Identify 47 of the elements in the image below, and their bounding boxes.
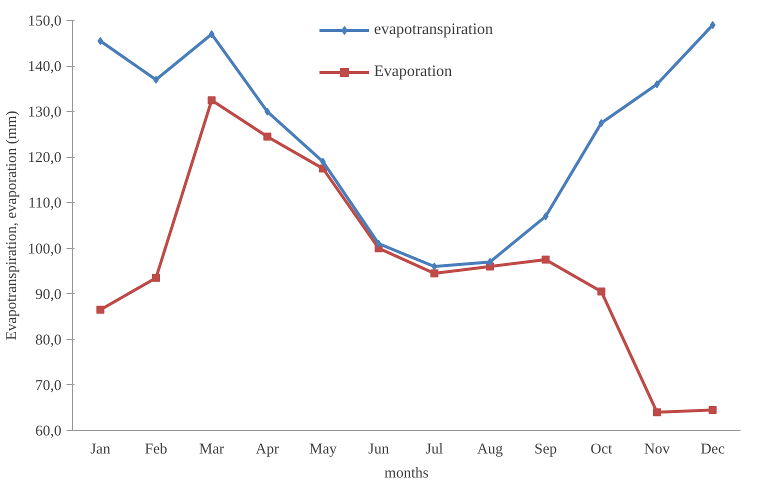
x-tick-label: Oct bbox=[590, 442, 613, 458]
point bbox=[153, 76, 159, 84]
x-tick-label: Jul bbox=[426, 442, 444, 458]
point bbox=[98, 37, 104, 45]
x-tick-label: Nov bbox=[644, 442, 670, 458]
point bbox=[430, 269, 438, 278]
y-tick-label: 100,0 bbox=[28, 241, 62, 258]
y-tick-label: 130,0 bbox=[28, 104, 62, 121]
point bbox=[598, 119, 604, 127]
point bbox=[376, 240, 382, 248]
y-tick-label: 70,0 bbox=[35, 378, 62, 394]
point bbox=[542, 256, 550, 264]
point bbox=[320, 158, 326, 166]
point bbox=[208, 30, 214, 38]
y-tick-label: 120,0 bbox=[28, 150, 62, 166]
point bbox=[208, 96, 216, 104]
x-axis-title: months bbox=[384, 466, 429, 482]
y-tick-label: 140,0 bbox=[28, 59, 62, 76]
point bbox=[96, 306, 104, 314]
y-tick-label: 90,0 bbox=[35, 286, 62, 303]
x-tick-label: Jun bbox=[368, 442, 390, 458]
x-tick-label: Dec bbox=[700, 442, 726, 458]
point bbox=[654, 80, 660, 88]
x-tick-label: Mar bbox=[199, 442, 224, 458]
point bbox=[487, 258, 493, 266]
point bbox=[432, 262, 438, 270]
point bbox=[152, 274, 160, 282]
point bbox=[653, 408, 661, 416]
point bbox=[263, 132, 272, 141]
legend-label: Evaporation bbox=[374, 63, 452, 81]
y-tick-label: 110,0 bbox=[28, 196, 62, 212]
y-tick-label: 60,0 bbox=[35, 424, 62, 440]
x-tick-label: Apr bbox=[256, 442, 279, 458]
point bbox=[264, 108, 270, 116]
point bbox=[542, 212, 548, 220]
legend-label: evapotranspiration bbox=[374, 21, 494, 39]
y-axis-title: Evapotranspiration, evaporation (mm) bbox=[4, 110, 20, 340]
x-tick-label: Jan bbox=[90, 442, 111, 458]
x-tick-label: May bbox=[309, 442, 338, 458]
point bbox=[597, 288, 606, 296]
x-tick-label: Aug bbox=[477, 442, 504, 458]
x-tick-label: Sep bbox=[534, 442, 557, 458]
x-tick-label: Feb bbox=[144, 442, 168, 458]
point bbox=[708, 406, 717, 414]
point bbox=[710, 21, 716, 30]
y-tick-label: 80,0 bbox=[35, 332, 62, 348]
y-tick-label: 150,0 bbox=[28, 14, 62, 30]
